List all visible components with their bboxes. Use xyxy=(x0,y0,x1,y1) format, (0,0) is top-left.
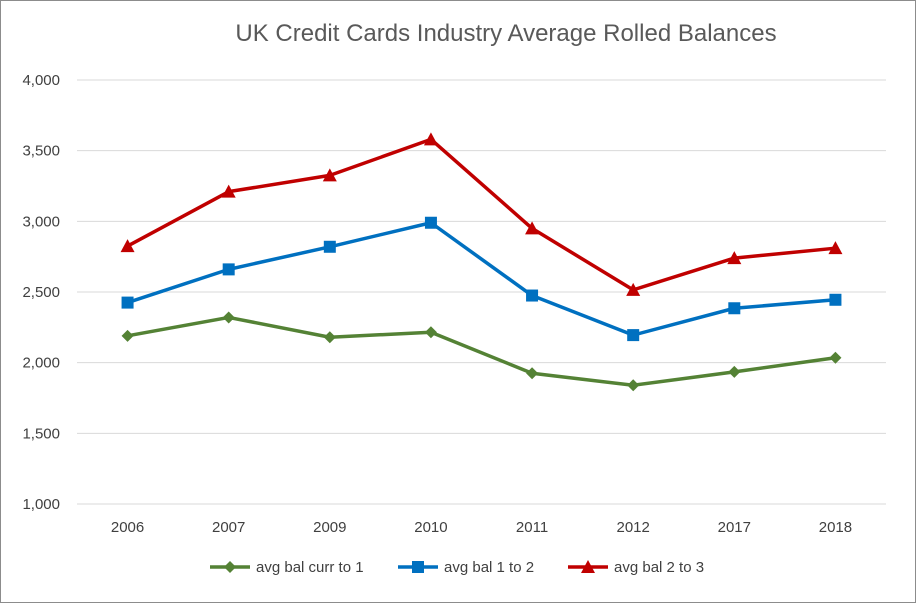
series-line xyxy=(127,220,836,337)
y-tick-label: 2,500 xyxy=(22,284,60,301)
data-point xyxy=(323,240,336,253)
legend-label: avg bal curr to 1 xyxy=(256,559,364,576)
legend-item: avg bal curr to 1 xyxy=(210,559,364,576)
data-point xyxy=(121,329,134,342)
data-point xyxy=(728,302,741,315)
legend-marker xyxy=(581,560,595,573)
y-tick-label: 1,500 xyxy=(22,425,60,442)
data-point xyxy=(323,331,336,344)
gridlines xyxy=(77,79,886,505)
data-point xyxy=(322,168,337,182)
data-point xyxy=(828,241,843,255)
y-tick-label: 3,500 xyxy=(22,143,60,160)
x-tick-label: 2010 xyxy=(414,519,447,536)
data-point xyxy=(222,311,235,324)
x-tick-label: 2012 xyxy=(617,519,650,536)
data-point xyxy=(626,282,641,296)
data-point xyxy=(627,329,640,342)
data-point xyxy=(829,351,842,364)
legend-marker xyxy=(412,561,424,573)
x-tick-label: 2006 xyxy=(111,519,144,536)
chart-title: UK Credit Cards Industry Average Rolled … xyxy=(235,20,776,47)
legend-label: avg bal 2 to 3 xyxy=(614,559,704,576)
data-point xyxy=(222,263,235,276)
legend-marker xyxy=(224,561,236,573)
series-line xyxy=(127,315,836,388)
x-tick-label: 2011 xyxy=(516,519,548,536)
x-tick-label: 2018 xyxy=(819,519,852,536)
legend-item: avg bal 1 to 2 xyxy=(398,559,534,576)
legend-label: avg bal 1 to 2 xyxy=(444,559,534,576)
y-tick-label: 4,000 xyxy=(22,72,60,89)
series-triangle xyxy=(120,132,843,296)
x-axis: 2006 2007 2009 2010 2011 2012 2017 2018 xyxy=(111,519,852,536)
data-point xyxy=(627,379,640,392)
data-point xyxy=(526,367,539,380)
data-point xyxy=(728,365,741,378)
data-point xyxy=(221,184,236,198)
data-point xyxy=(424,326,437,339)
data-point xyxy=(423,132,438,146)
series-line xyxy=(126,137,836,292)
data-point xyxy=(525,221,540,235)
data-point xyxy=(424,216,437,229)
x-tick-label: 2009 xyxy=(313,519,346,536)
data-point xyxy=(120,239,135,253)
data-point xyxy=(121,296,134,309)
x-tick-label: 2007 xyxy=(212,519,245,536)
plot-series xyxy=(120,132,843,392)
x-tick-label: 2017 xyxy=(718,519,751,536)
legend: avg bal curr to 1 avg bal 1 to 2 avg bal 2… xyxy=(210,559,704,576)
legend-item: avg bal 2 to 3 xyxy=(568,559,704,576)
data-point xyxy=(727,251,742,265)
y-tick-label: 1,000 xyxy=(22,496,60,513)
y-tick-label: 2,000 xyxy=(22,355,60,372)
series-square xyxy=(121,216,842,342)
y-tick-label: 3,000 xyxy=(22,213,60,230)
series-diamond xyxy=(121,311,842,392)
data-point xyxy=(829,293,842,306)
data-point xyxy=(526,289,539,302)
y-axis: 1,000 1,500 2,000 2,500 3,000 3,500 4,000 xyxy=(22,72,60,513)
